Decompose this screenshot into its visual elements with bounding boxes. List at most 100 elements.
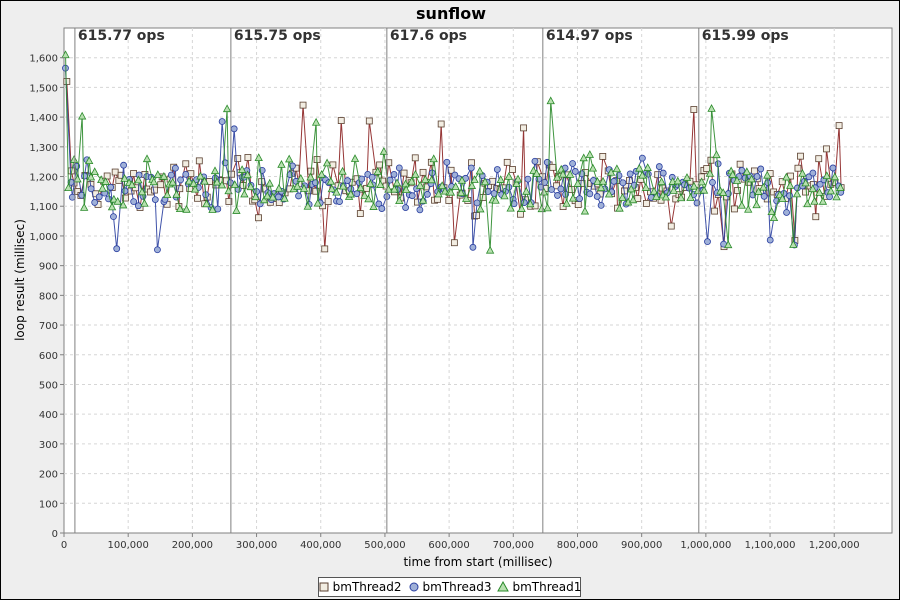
y-tick-label: 600 — [39, 351, 58, 362]
data-point — [731, 206, 737, 212]
data-point — [577, 196, 583, 202]
data-point — [412, 155, 418, 161]
data-point — [231, 126, 237, 132]
x-tick-label: 1,100,000 — [745, 540, 796, 551]
data-point — [521, 125, 527, 131]
y-tick-label: 200 — [39, 470, 58, 481]
data-point — [369, 174, 375, 180]
data-point — [575, 202, 581, 208]
y-tick-label: 1,400 — [29, 113, 58, 124]
chart: sunflow 615.77 ops 615.75 ops 617.6 ops 614… — [0, 0, 900, 575]
data-point — [704, 239, 710, 245]
x-tick-label: 200,000 — [172, 540, 213, 551]
data-point — [357, 211, 363, 217]
data-point — [158, 182, 164, 188]
y-tick-label: 1,500 — [29, 83, 58, 94]
data-point — [550, 164, 556, 170]
y-tick-label: 1,600 — [29, 54, 58, 65]
x-tick-label: 800,000 — [557, 540, 598, 551]
data-point — [532, 158, 538, 164]
y-tick-label: 400 — [39, 410, 58, 421]
data-point — [787, 193, 793, 199]
y-tick-label: 700 — [39, 321, 58, 332]
data-point — [587, 191, 593, 197]
data-point — [797, 153, 803, 159]
data-point — [152, 197, 158, 203]
data-point — [417, 207, 423, 213]
data-point — [92, 199, 98, 205]
data-point — [401, 170, 407, 176]
data-point — [795, 165, 801, 171]
data-point — [751, 168, 757, 174]
data-point — [196, 158, 202, 164]
data-point — [325, 199, 331, 205]
legend-label: bmThread1 — [512, 580, 581, 594]
data-point — [554, 192, 560, 198]
data-point — [494, 166, 500, 172]
data-point — [570, 161, 576, 167]
legend-label: bmThread3 — [423, 580, 492, 594]
data-point — [549, 187, 555, 193]
data-point — [110, 214, 116, 220]
data-point — [611, 178, 617, 184]
data-point — [643, 200, 649, 206]
phase-marker-label: 615.99 ops — [702, 28, 789, 44]
data-point — [64, 78, 70, 84]
data-point — [414, 199, 420, 205]
data-point — [396, 165, 402, 171]
data-point — [338, 118, 344, 124]
x-axis-label: time from start (millisec) — [403, 555, 552, 569]
data-point — [784, 209, 790, 215]
data-point — [708, 157, 714, 163]
phase-marker-label: 614.97 ops — [546, 28, 633, 44]
data-point — [627, 171, 633, 177]
data-point — [504, 159, 510, 165]
x-tick-label: 700,000 — [493, 540, 534, 551]
y-tick-label: 1,300 — [29, 143, 58, 154]
data-point — [517, 211, 523, 217]
data-point — [114, 246, 120, 252]
data-point — [474, 200, 480, 206]
data-point — [245, 154, 251, 160]
data-point — [525, 176, 531, 182]
x-tick-label: 100,000 — [108, 540, 149, 551]
data-point — [754, 174, 760, 180]
phase-marker-label: 617.6 ops — [390, 28, 467, 44]
data-point — [737, 161, 743, 167]
data-point — [183, 161, 189, 167]
data-point — [709, 179, 715, 185]
data-point — [420, 169, 426, 175]
legend-item-bmthread1: bmThread1 — [497, 580, 581, 594]
data-point — [215, 206, 221, 212]
data-point — [88, 186, 94, 192]
plot-area — [64, 28, 892, 533]
x-tick-label: 600,000 — [428, 540, 469, 551]
data-point — [330, 162, 336, 168]
data-point — [300, 102, 306, 108]
data-point — [219, 119, 225, 125]
data-point — [803, 189, 809, 195]
data-point — [172, 165, 178, 171]
data-point — [344, 178, 350, 184]
data-point — [598, 202, 604, 208]
data-point — [446, 197, 452, 203]
data-point — [758, 166, 764, 172]
circle-marker-icon — [408, 581, 420, 593]
data-point — [655, 172, 661, 178]
data-point — [438, 121, 444, 127]
data-point — [112, 169, 118, 175]
data-point — [154, 247, 160, 253]
data-point — [816, 156, 822, 162]
data-point — [830, 165, 836, 171]
legend: bmThread2 bmThread3 bmThread1 — [318, 577, 581, 597]
data-point — [594, 193, 600, 199]
data-point — [403, 205, 409, 211]
data-point — [96, 194, 102, 200]
data-point — [337, 199, 343, 205]
phase-marker-label: 615.75 ops — [234, 28, 321, 44]
data-point — [468, 165, 474, 171]
data-point — [823, 146, 829, 152]
legend-item-bmthread3: bmThread3 — [408, 580, 492, 594]
x-tick-label: 300,000 — [236, 540, 277, 551]
data-point — [712, 208, 718, 214]
